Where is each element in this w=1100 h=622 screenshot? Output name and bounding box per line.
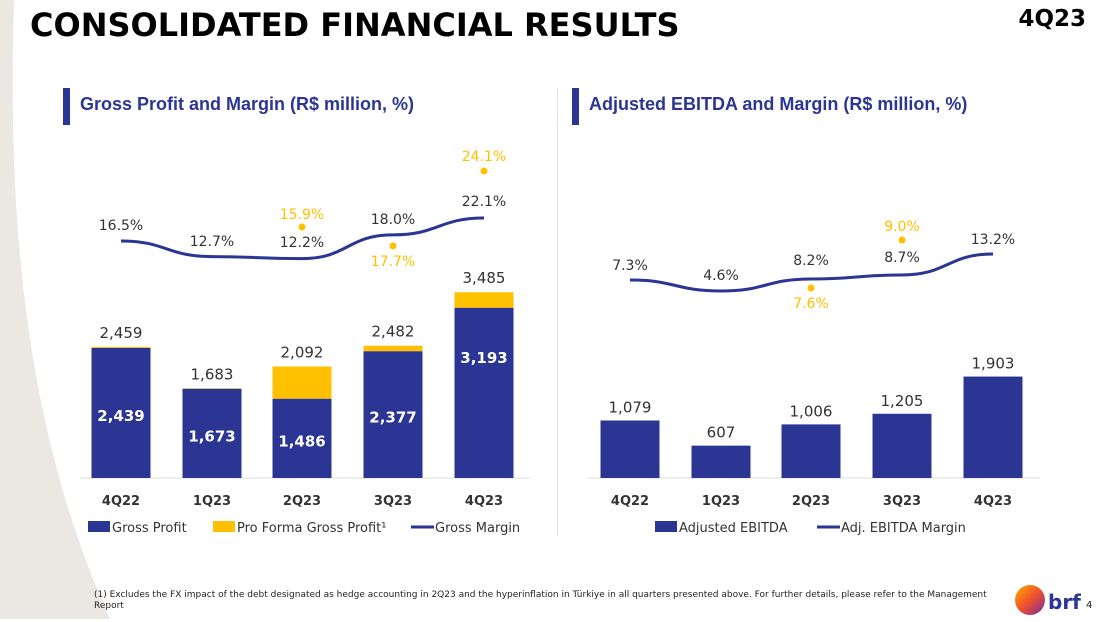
pro-forma-margin-dot [298,223,306,231]
bar-total-label: 2,459 [100,324,143,342]
footnote: (1) Excludes the FX impact of the debt d… [94,590,987,611]
adjusted-ebitda-bar [781,424,841,478]
bar-total-label: 1,683 [191,365,234,383]
x-tick-label: 1Q23 [193,494,231,509]
bar-total-label: 3,485 [463,269,506,287]
pro-forma-margin-label: 9.0% [884,219,920,235]
legend-adjusted-ebitda: Adjusted EBITDA [679,521,788,536]
gross-profit-bar [91,348,151,478]
bar-value-label: 1,079 [609,398,652,416]
pro-forma-margin-dot [898,236,906,244]
bar-total-label: 2,482 [372,323,415,341]
bar-value-label: 1,486 [278,432,325,450]
adjusted-ebitda-bar [691,445,751,478]
pro-forma-margin-label: 17.7% [371,254,415,270]
gross-profit-bar [182,388,242,478]
legend-swatch-gross-profit [88,521,110,532]
pro-forma-margin-dot [480,167,488,175]
page-title: CONSOLIDATED FINANCIAL RESULTS [30,6,680,44]
bar-value-label: 2,439 [97,407,144,425]
margin-label: 4.6% [703,268,739,284]
x-tick-label: 4Q23 [465,494,503,509]
legend-ebitda-margin: Adj. EBITDA Margin [841,521,966,536]
x-tick-label: 4Q22 [611,494,649,509]
pro-forma-bar [182,388,242,389]
pro-forma-margin-label: 24.1% [462,149,506,165]
pro-forma-margin-label: 7.6% [793,296,829,312]
bar-value-label: 2,377 [369,409,416,427]
x-tick-label: 3Q23 [883,494,921,509]
x-tick-label: 3Q23 [374,494,412,509]
x-tick-label: 4Q23 [974,494,1012,509]
legend-gross-margin: Gross Margin [435,521,520,536]
pro-forma-bar [363,345,423,352]
pro-forma-bar [272,366,332,399]
pro-forma-margin-dot [807,284,815,292]
divider [557,88,558,536]
x-tick-label: 1Q23 [702,494,740,509]
gross-margin-line [120,216,485,261]
adjusted-ebitda-bar [872,413,932,478]
chart-title-gross-profit: Gross Profit and Margin (R$ million, %) [63,88,414,125]
bar-value-label: 3,193 [460,349,507,367]
x-tick-label: 2Q23 [283,494,321,509]
bar-total-label: 2,092 [281,343,324,361]
x-tick-label: 2Q23 [792,494,830,509]
bar-value-label: 1,673 [188,427,235,445]
pro-forma-margin-label: 15.9% [280,207,324,223]
legend-pro-forma: Pro Forma Gross Profit¹ [237,521,387,536]
x-tick-label: 4Q22 [102,494,140,509]
legend-gross-profit: Gross Profit [112,521,187,536]
brf-logo: brf [1014,584,1084,622]
svg-text:brf: brf [1048,590,1081,614]
chart-title-ebitda: Adjusted EBITDA and Margin (R$ million, … [572,88,967,125]
pro-forma-bar [91,346,151,349]
margin-label: 8.7% [884,250,920,266]
adjusted-ebitda-bar [963,376,1023,478]
page-number: 4 [1086,600,1093,611]
margin-label: 18.0% [371,212,415,228]
gross-profit-bar [272,398,332,478]
legend-swatch-adjusted-ebitda [655,521,677,532]
margin-label: 13.2% [971,232,1015,248]
bar-value-label: 1,205 [881,392,924,410]
pro-forma-bar [454,292,514,308]
gross-profit-bar [454,307,514,478]
period-badge: 4Q23 [1018,6,1086,32]
bar-value-label: 607 [707,424,736,442]
margin-label: 12.2% [280,235,324,251]
margin-label: 8.2% [793,253,829,269]
gross-profit-bar [363,351,423,478]
margin-label: 22.1% [462,194,506,210]
pro-forma-margin-dot [389,242,397,250]
bar-value-label: 1,903 [972,355,1015,373]
adjusted-ebitda-bar [600,420,660,478]
margin-label: 16.5% [99,218,143,234]
bar-value-label: 1,006 [790,402,833,420]
margin-label: 12.7% [190,234,234,250]
margin-label: 7.3% [612,258,648,274]
ebitda-margin-line [629,252,994,293]
legend-swatch-pro-forma [213,521,235,532]
